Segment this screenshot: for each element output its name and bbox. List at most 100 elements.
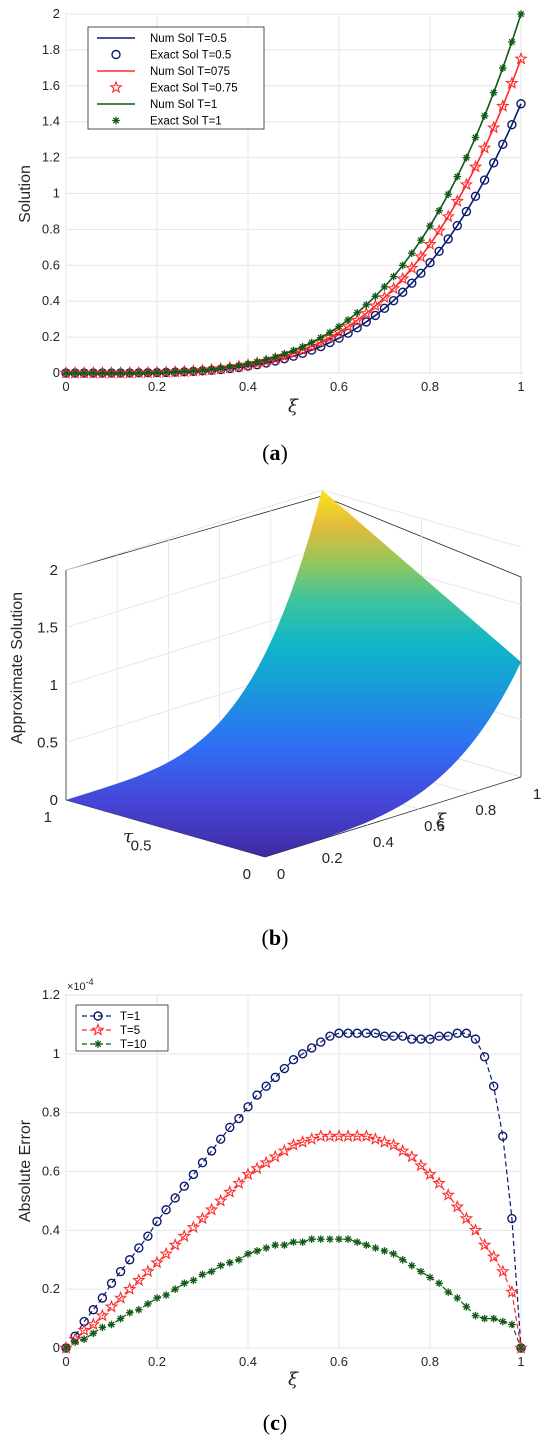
data-point bbox=[398, 1255, 407, 1264]
exponent-power: -4 bbox=[86, 977, 94, 987]
data-point bbox=[159, 1246, 173, 1260]
data-point bbox=[370, 1028, 381, 1038]
data-point bbox=[362, 301, 371, 309]
data-point bbox=[388, 295, 399, 306]
x-tick-label: 0.6 bbox=[330, 1354, 348, 1369]
xi-tick-label: 0 bbox=[277, 866, 285, 883]
data-point bbox=[188, 1169, 199, 1180]
data-point bbox=[508, 1320, 516, 1329]
data-point bbox=[352, 1028, 362, 1038]
data-point bbox=[152, 1216, 162, 1227]
asterisk-stroke bbox=[235, 362, 243, 369]
x-tick-label: 0.2 bbox=[148, 379, 166, 394]
data-point bbox=[171, 368, 179, 376]
asterisk-stroke bbox=[244, 360, 252, 367]
data-point bbox=[71, 369, 79, 377]
legend-label: Exact Sol T=1 bbox=[150, 116, 222, 128]
data-point bbox=[259, 1155, 273, 1169]
data-point bbox=[450, 1199, 465, 1213]
legend-box bbox=[87, 26, 265, 130]
data-point bbox=[89, 1329, 98, 1338]
series-markers bbox=[61, 1028, 526, 1353]
y-tick-label: 1.2 bbox=[42, 150, 60, 165]
data-point bbox=[361, 317, 371, 327]
asterisk-stroke bbox=[445, 1288, 452, 1296]
data-point bbox=[371, 292, 380, 301]
data-point bbox=[286, 1137, 301, 1151]
data-point bbox=[88, 1305, 99, 1315]
data-point bbox=[262, 1244, 270, 1252]
data-point bbox=[206, 1146, 217, 1156]
caption-b-open: ( bbox=[262, 925, 269, 950]
asterisk-stroke bbox=[517, 10, 525, 18]
data-point bbox=[244, 360, 252, 368]
x-tick-label: 0.6 bbox=[330, 379, 348, 394]
data-point bbox=[359, 306, 374, 320]
legend-marker bbox=[93, 1011, 103, 1021]
z-axis-label: Approximate Solution bbox=[9, 592, 26, 744]
data-point bbox=[505, 76, 519, 89]
data-point bbox=[395, 1143, 410, 1157]
data-point bbox=[316, 1037, 326, 1047]
data-point bbox=[414, 1158, 428, 1172]
data-point bbox=[505, 1285, 519, 1298]
data-point bbox=[280, 1241, 289, 1249]
z-tick-label: 1.5 bbox=[37, 620, 58, 637]
data-point bbox=[408, 249, 416, 258]
panel-c-error-chart: 0 0.2 0.4 0.6 0.8 1 0 0.2 0.4 0.6 0.8 1 1.2 ×10-4 Ab… bbox=[17, 977, 528, 1390]
asterisk-stroke bbox=[117, 1315, 124, 1322]
data-point bbox=[116, 369, 125, 377]
asterisk-stroke bbox=[317, 334, 324, 341]
y-tick-label: 2 bbox=[53, 6, 60, 21]
data-point bbox=[198, 1270, 207, 1279]
series-markers bbox=[62, 10, 525, 377]
data-point bbox=[213, 1193, 228, 1207]
data-point bbox=[398, 287, 408, 297]
asterisk-stroke bbox=[153, 1294, 161, 1302]
data-point bbox=[207, 1267, 216, 1276]
data-point bbox=[235, 361, 243, 370]
asterisk-stroke bbox=[190, 367, 197, 374]
asterisk-stroke bbox=[454, 173, 461, 180]
asterisk-stroke bbox=[144, 369, 152, 376]
x-tick-label: 1 bbox=[517, 379, 524, 394]
data-point bbox=[89, 369, 98, 377]
data-point bbox=[361, 1028, 371, 1038]
data-point bbox=[479, 175, 490, 185]
data-point bbox=[104, 1299, 119, 1313]
data-point bbox=[253, 358, 261, 366]
data-point bbox=[161, 1205, 171, 1215]
y-tick-label: 1 bbox=[53, 1046, 60, 1061]
asterisk-stroke bbox=[299, 343, 306, 350]
data-point bbox=[326, 1235, 334, 1243]
data-point bbox=[508, 38, 516, 46]
data-point bbox=[98, 1323, 107, 1332]
data-point bbox=[414, 249, 428, 263]
asterisk-stroke bbox=[335, 1236, 343, 1243]
data-point bbox=[395, 271, 410, 285]
legend: Num Sol T=0.5 Exact Sol T=0.5 Num Sol T=07… bbox=[87, 26, 265, 130]
y-tick-label: 1.6 bbox=[42, 78, 60, 93]
data-point bbox=[353, 1238, 361, 1246]
xi-tick-label: 0.6 bbox=[424, 818, 445, 835]
data-point bbox=[298, 342, 307, 351]
data-point bbox=[368, 298, 383, 312]
asterisk-stroke bbox=[99, 1324, 106, 1331]
data-point bbox=[496, 99, 510, 112]
caption-c-open: ( bbox=[263, 1410, 270, 1435]
data-point bbox=[135, 368, 143, 377]
data-point bbox=[507, 1213, 517, 1224]
x-tick-label: 0.4 bbox=[239, 1354, 257, 1369]
asterisk-stroke bbox=[417, 236, 425, 244]
data-point bbox=[380, 1247, 389, 1255]
data-point bbox=[350, 313, 364, 327]
data-point bbox=[216, 1261, 225, 1270]
data-point bbox=[380, 283, 389, 291]
asterisk-stroke bbox=[253, 358, 261, 365]
caption-c-close: ) bbox=[280, 1410, 287, 1435]
data-point bbox=[189, 366, 198, 375]
asterisk-stroke bbox=[253, 1247, 261, 1255]
asterisk-stroke bbox=[62, 369, 70, 377]
data-point bbox=[462, 153, 471, 162]
data-point bbox=[432, 223, 446, 237]
